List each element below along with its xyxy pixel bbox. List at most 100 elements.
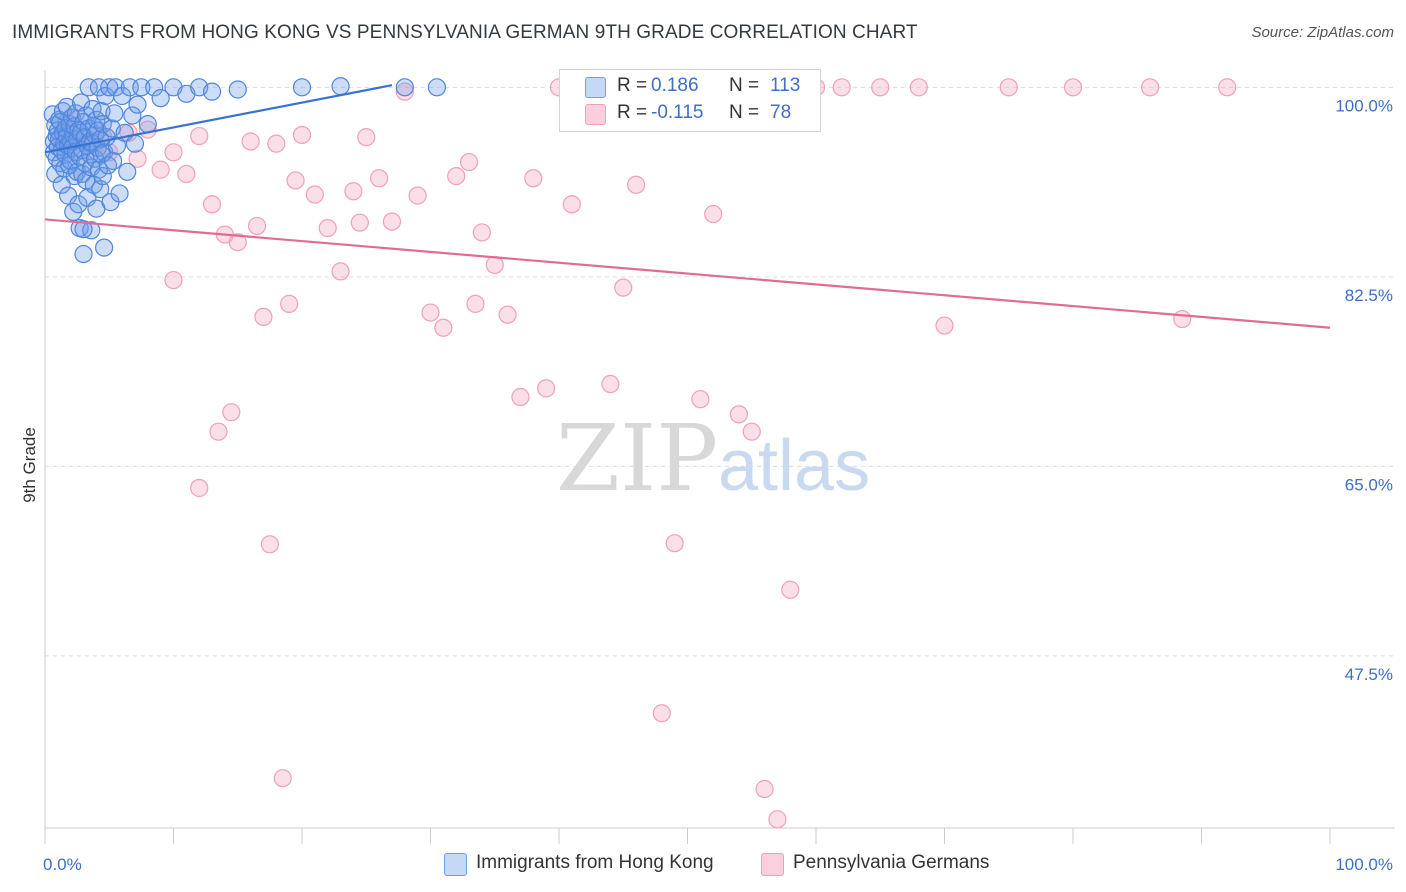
- legend-label: Pennsylvania Germans: [793, 852, 990, 873]
- pennsylvania-germans-point: [755, 779, 774, 799]
- pennsylvania-germans-point: [601, 374, 620, 394]
- pennsylvania-germans-point: [562, 195, 581, 214]
- hong-kong-point: [427, 78, 447, 97]
- hong-kong-point: [93, 167, 112, 186]
- pennsylvania-germans-point: [331, 262, 350, 281]
- hong-kong-point: [395, 78, 414, 97]
- pennsylvania-germans-point: [151, 160, 170, 179]
- pennsylvania-germans-trend-line: [44, 218, 1331, 329]
- pennsylvania-germans-point: [318, 218, 337, 238]
- pennsylvania-germans-swatch: [761, 853, 784, 876]
- n-label: N =: [729, 102, 760, 123]
- pennsylvania-germans-point: [209, 422, 228, 441]
- hong-kong-point: [61, 151, 80, 171]
- hong-kong-point: [105, 104, 124, 123]
- stats-legend: R = 0.186 N = 113 R = -0.115 N = 78: [559, 69, 821, 132]
- pennsylvania-germans-point: [626, 175, 646, 194]
- pennsylvania-germans-point: [434, 318, 453, 337]
- pennsylvania-germans-point: [1173, 309, 1192, 329]
- hong-kong-point: [202, 82, 222, 101]
- pennsylvania-germans-point: [177, 164, 196, 184]
- x-tick-label: 0.0%: [43, 855, 82, 874]
- pennsylvania-germans-point: [472, 223, 491, 242]
- pennsylvania-germans-point: [768, 810, 787, 829]
- hong-kong-point: [74, 220, 93, 239]
- pennsylvania-germans-point: [781, 580, 800, 599]
- hong-kong-point: [132, 78, 151, 97]
- n-label: N =: [729, 75, 760, 96]
- pennsylvania-germans-point: [344, 182, 363, 201]
- hong-kong-point: [145, 78, 164, 97]
- pennsylvania-germans-point: [704, 204, 723, 224]
- pennsylvania-germans-point: [999, 78, 1018, 97]
- y-axis-label: 9th Grade: [20, 427, 39, 503]
- axes: [44, 70, 1395, 844]
- hong-kong-point: [125, 134, 145, 153]
- hong-kong-point: [46, 164, 65, 184]
- pennsylvania-germans-point: [1218, 78, 1237, 97]
- watermark: ZIP atlas: [556, 405, 870, 512]
- pennsylvania-germans-point: [370, 169, 389, 188]
- pennsylvania-germans-point: [742, 422, 761, 441]
- pennsylvania-germans-point: [247, 216, 267, 236]
- n-value: 113: [770, 75, 801, 96]
- pennsylvania-germans-point: [421, 303, 440, 322]
- pennsylvania-germans-point: [128, 149, 147, 168]
- hong-kong-swatch: [585, 77, 606, 98]
- pennsylvania-germans-point: [498, 305, 517, 324]
- hong-kong-point: [123, 106, 142, 125]
- pennsylvania-germans-point: [459, 152, 479, 172]
- hong-kong-point: [92, 145, 111, 164]
- hong-kong-point: [79, 78, 98, 97]
- hong-kong-trend-line: [44, 84, 393, 154]
- gridlines: [45, 86, 1395, 657]
- pennsylvania-germans-point: [691, 390, 710, 409]
- pennsylvania-germans-point: [164, 143, 183, 162]
- r-label: R =: [617, 102, 648, 123]
- pennsylvania-germans-point: [1063, 78, 1083, 97]
- pennsylvania-germans-point: [190, 126, 209, 146]
- pennsylvania-germans-point: [202, 195, 222, 214]
- pennsylvania-germans-point: [350, 213, 369, 232]
- pennsylvania-germans-point: [164, 270, 183, 290]
- pennsylvania-germans-point: [466, 294, 485, 313]
- y-tick-label: 82.5%: [1345, 286, 1393, 305]
- pennsylvania-germans-point: [267, 134, 286, 153]
- pennsylvania-germans-point: [871, 78, 890, 97]
- pennsylvania-germans-point: [286, 171, 305, 190]
- hong-kong-point: [292, 78, 312, 97]
- hong-kong-point: [74, 244, 93, 264]
- n-value: 78: [770, 102, 792, 123]
- trend-lines: [44, 84, 1331, 329]
- pennsylvania-germans-point: [447, 167, 466, 186]
- pennsylvania-germans-point: [665, 534, 684, 553]
- r-value: -0.115: [651, 102, 704, 123]
- pennsylvania-germans-swatch: [585, 104, 606, 125]
- pennsylvania-germans-point: [909, 78, 928, 97]
- hong-kong-point: [104, 151, 123, 171]
- pennsylvania-germans-point: [228, 233, 247, 252]
- pennsylvania-germans-point: [395, 82, 414, 101]
- y-tick-labels: 100.0% 82.5% 65.0% 47.5%: [1335, 96, 1393, 684]
- y-tick-label: 100.0%: [1335, 96, 1393, 115]
- hong-kong-point: [100, 78, 119, 97]
- pennsylvania-germans-point: [222, 403, 241, 422]
- chart-source: Source: ZipAtlas.com: [1251, 24, 1394, 41]
- hong-kong-point: [228, 80, 247, 99]
- hong-kong-swatch: [444, 853, 467, 876]
- pennsylvania-germans-point: [305, 185, 324, 204]
- pennsylvania-germans-point: [241, 132, 260, 151]
- hong-kong-point: [128, 95, 147, 114]
- y-tick-label: 47.5%: [1345, 665, 1393, 684]
- pennsylvania-germans-point: [485, 255, 504, 275]
- hong-kong-point: [110, 184, 129, 203]
- pennsylvania-germans-point: [537, 379, 556, 398]
- pennsylvania-germans-point: [190, 478, 209, 498]
- hong-kong-point: [82, 221, 101, 240]
- hong-kong-point: [57, 97, 76, 116]
- watermark-atlas: atlas: [718, 426, 870, 506]
- pennsylvania-germans-point: [935, 316, 954, 335]
- x-tick-label: 100.0%: [1335, 855, 1393, 874]
- pennsylvania-germans-point: [614, 278, 633, 297]
